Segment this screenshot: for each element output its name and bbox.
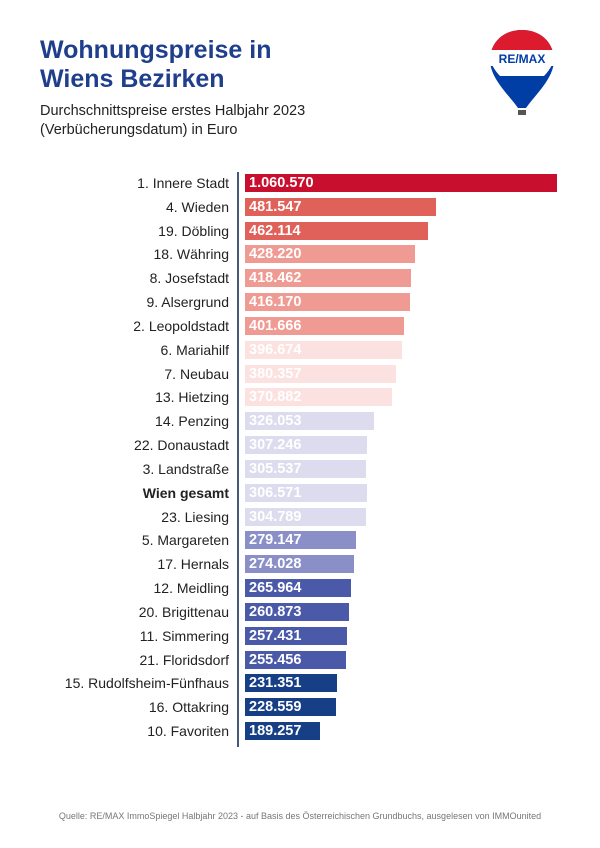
category-label: 11. Simmering [139,627,229,644]
data-label: 428.220 [249,246,302,263]
bar: 462.114 [245,221,429,240]
data-label: 380.357 [249,365,302,382]
data-label: 274.028 [249,556,302,573]
data-label: 189.257 [249,723,302,740]
bar: 260.873 [245,602,349,621]
category-label: 20. Brigittenau [138,603,229,620]
category-label: 16. Ottakring [148,699,229,716]
data-label: 418.462 [249,270,302,287]
subtitle: Durchschnittspreise erstes Halbjahr 2023… [40,103,306,138]
axis-line [237,172,239,747]
data-label: 326.053 [249,413,302,430]
data-label: 257.431 [249,627,302,644]
bar: 401.666 [245,316,405,335]
category-label: Wien gesamt [142,484,229,501]
category-label: 1. Innere Stadt [137,175,229,191]
bar: 326.053 [245,412,375,431]
data-label: 1.060.570 [249,175,314,191]
category-label: 23. Liesing [161,508,229,525]
category-label: 2. Leopoldstadt [133,317,229,334]
bar: 307.246 [245,436,367,455]
bar: 189.257 [245,722,321,741]
bar: 481.547 [245,197,437,216]
bar: 306.571 [245,483,367,502]
bar: 228.559 [245,698,336,717]
category-label: 12. Meidling [153,580,230,597]
category-label: 9. Alsergrund [146,294,230,311]
data-label: 396.674 [249,341,302,358]
category-label: 8. Josefstadt [149,270,229,287]
data-label: 306.571 [249,484,302,501]
data-label: 255.456 [249,651,302,668]
bar: 231.351 [245,674,337,693]
category-label: 7. Neubau [164,365,229,382]
data-label: 462.114 [249,222,301,239]
bar: 279.147 [245,531,356,550]
page-title: Wohnungspreise in Wiens Bezirken [40,36,272,93]
category-label: 5. Margareten [141,532,229,549]
data-label: 305.537 [249,460,302,477]
category-label: 4. Wieden [165,198,229,215]
bar: 305.537 [245,459,367,478]
category-label: 19. Döbling [158,222,229,239]
svg-text:RE/MAX: RE/MAX [499,52,546,66]
category-label: 14. Penzing [155,413,229,430]
category-label: 17. Hernals [157,556,229,573]
remax-balloon-logo: RE/MAX [490,30,554,115]
bar: 1.060.570 [245,174,557,192]
data-label: 228.559 [249,699,302,716]
category-label: 13. Hietzing [155,389,229,406]
data-label: 231.351 [249,675,302,692]
category-label: 18. Währing [153,246,229,263]
data-label: 307.246 [249,437,302,454]
category-label: 21. Floridsdorf [139,651,229,668]
category-label: 3. Landstraße [142,460,229,477]
bar: 265.964 [245,579,351,598]
data-label: 416.170 [249,294,302,311]
bar: 274.028 [245,555,354,574]
source-note: Quelle: RE/MAX ImmoSpiegel Halbjahr 2023… [58,811,542,821]
bar: 428.220 [245,245,415,264]
category-label: 22. Donaustadt [134,437,229,454]
bar: 418.462 [245,269,412,288]
data-label: 370.882 [249,389,302,406]
bar: 255.456 [245,650,347,669]
data-label: 265.964 [249,580,302,597]
bar: 370.882 [245,388,393,407]
category-label: 6. Mariahilf [160,341,229,358]
data-label: 304.789 [249,508,302,525]
bar: 416.170 [245,293,411,312]
bar: 396.674 [245,340,403,359]
bar: 257.431 [245,626,348,645]
data-label: 260.873 [249,603,302,620]
category-label: 10. Favoriten [147,723,229,740]
data-label: 481.547 [249,198,302,215]
data-label: 279.147 [249,532,302,549]
bar: 304.789 [245,507,366,526]
data-label: 401.666 [249,317,302,334]
category-label: 15. Rudolfsheim-Fünfhaus [64,675,229,692]
bar: 380.357 [245,364,396,383]
